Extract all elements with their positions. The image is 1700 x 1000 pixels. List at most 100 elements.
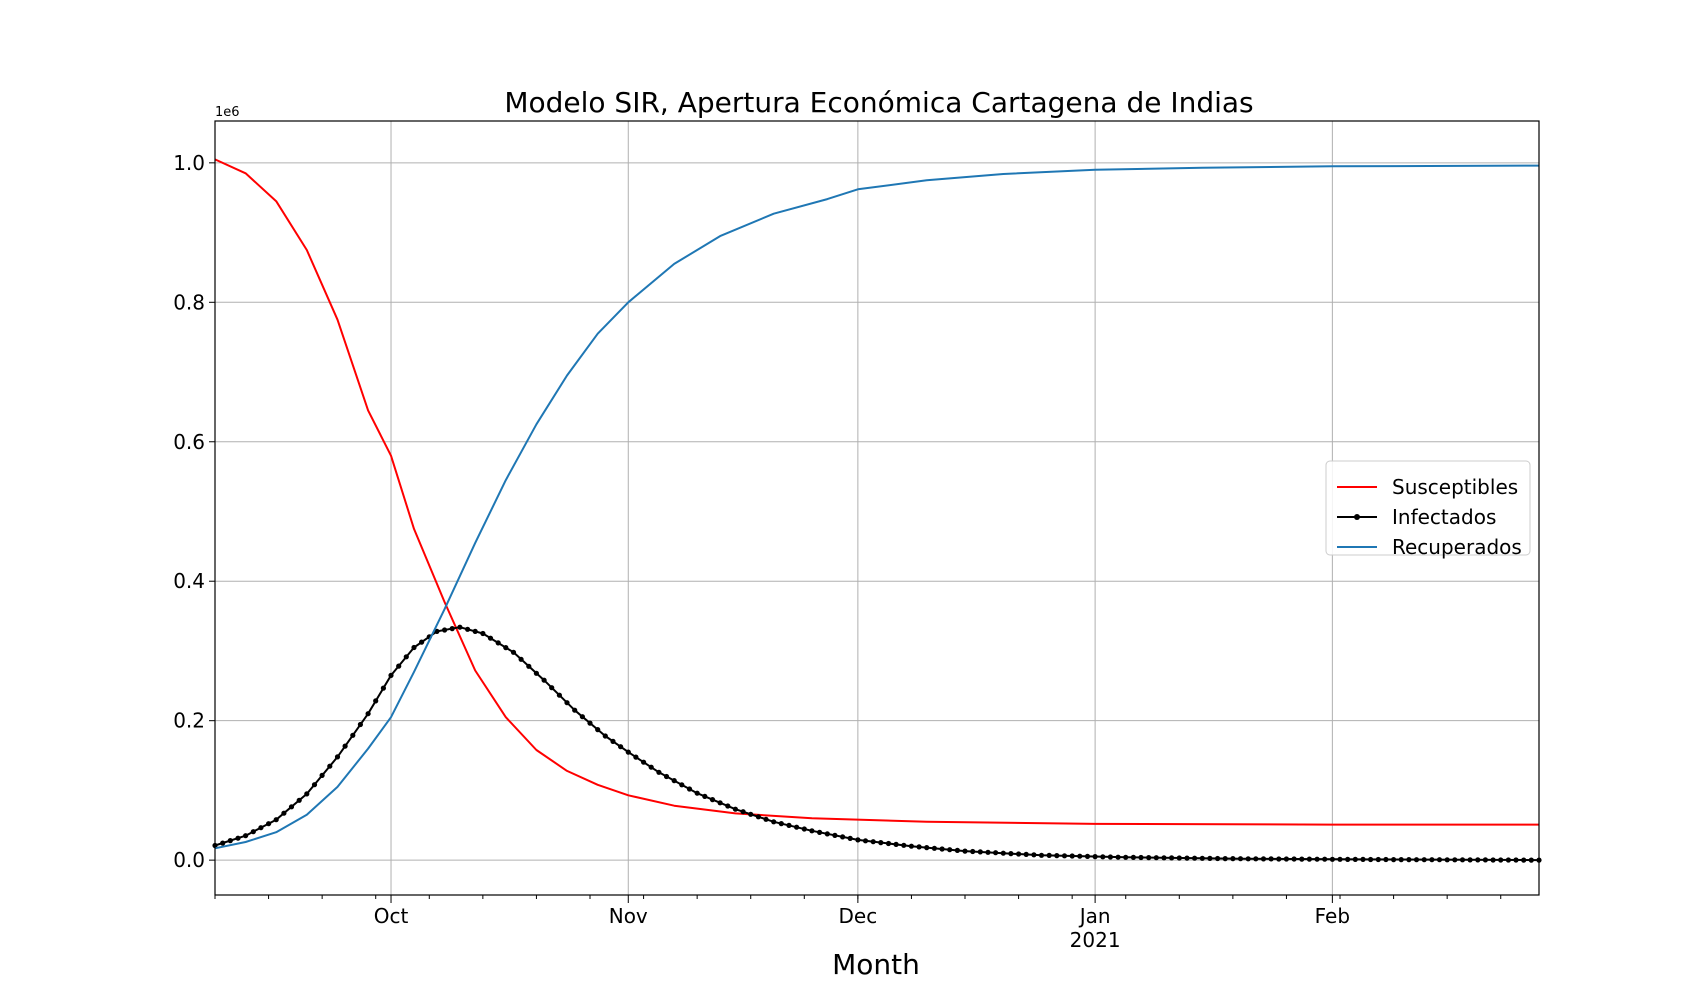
- data-point: [296, 797, 302, 803]
- data-point: [855, 837, 861, 843]
- data-point: [847, 835, 853, 842]
- data-point: [243, 833, 249, 839]
- data-point: [556, 692, 563, 698]
- data-point: [503, 645, 509, 651]
- data-point: [732, 806, 739, 812]
- data-point: [1452, 857, 1458, 863]
- data-point: [1031, 852, 1037, 858]
- data-point: [824, 831, 830, 837]
- data-point: [1467, 857, 1473, 863]
- data-point: [350, 732, 356, 738]
- data-point: [266, 821, 272, 827]
- legend: Susceptibles Infectados Recuperados: [1325, 460, 1531, 559]
- data-point: [763, 816, 769, 822]
- data-point: [671, 778, 677, 784]
- data-point: [495, 640, 501, 646]
- data-point: [288, 804, 295, 810]
- data-point: [977, 849, 983, 855]
- y-offset-label: 1e6: [215, 105, 240, 120]
- x-tick-label: Oct: [374, 904, 409, 928]
- data-point: [1184, 855, 1190, 861]
- data-point: [1436, 857, 1443, 863]
- data-point: [1107, 854, 1113, 860]
- data-point: [388, 672, 394, 679]
- legend-items: Susceptibles Infectados Recuperados: [1337, 475, 1522, 559]
- data-point: [1291, 856, 1297, 862]
- data-point: [526, 663, 532, 669]
- data-point: [227, 838, 233, 844]
- data-point: [1023, 851, 1029, 858]
- data-point: [709, 797, 716, 803]
- data-point: [1000, 850, 1006, 856]
- data-point: [250, 829, 256, 835]
- x-axis-label: Month: [832, 948, 920, 981]
- series-susceptibles: [214, 158, 1539, 826]
- data-point: [1490, 857, 1496, 863]
- series-line: [214, 158, 1539, 826]
- series-line: [214, 164, 1540, 850]
- data-point: [954, 847, 961, 854]
- y-tick-label: 1.0: [173, 151, 205, 175]
- data-point: [1505, 857, 1511, 863]
- data-point: [273, 817, 279, 823]
- legend-frame: [1325, 460, 1531, 556]
- data-point: [541, 677, 547, 683]
- y-tick-label: 0.4: [173, 569, 205, 593]
- data-point: [1322, 856, 1328, 862]
- series-infectados: [212, 624, 1542, 863]
- data-point: [1329, 856, 1335, 862]
- data-point: [656, 769, 662, 775]
- y-tick-label: 0.2: [173, 709, 205, 733]
- data-point: [380, 685, 386, 691]
- data-point: [725, 803, 731, 809]
- data-point: [304, 791, 310, 797]
- x-tick-label: Dec: [839, 904, 878, 928]
- data-point: [686, 786, 693, 792]
- data-point: [985, 849, 991, 855]
- data-point: [373, 698, 379, 704]
- data-point: [572, 707, 578, 713]
- data-point: [908, 843, 915, 849]
- data-point: [1283, 856, 1289, 862]
- data-point: [595, 727, 601, 733]
- data-point: [1061, 853, 1068, 859]
- data-point: [939, 846, 945, 852]
- data-point: [663, 773, 670, 780]
- data-point: [258, 825, 264, 831]
- data-point: [625, 749, 631, 755]
- data-point: [870, 839, 876, 845]
- data-point: [862, 838, 869, 844]
- x-tick-label: Jan: [1078, 904, 1111, 928]
- data-point: [1038, 852, 1045, 858]
- data-point: [434, 628, 440, 635]
- data-point: [1192, 855, 1198, 861]
- data-point: [465, 626, 471, 632]
- data-point: [1153, 855, 1159, 861]
- legend-label: Recuperados: [1392, 535, 1522, 559]
- data-point: [480, 630, 486, 637]
- data-point: [755, 814, 762, 820]
- data-point: [1230, 856, 1236, 862]
- data-point: [778, 821, 784, 827]
- data-point: [748, 811, 754, 817]
- y-tick-label: 0.6: [173, 430, 205, 454]
- data-point: [1421, 857, 1427, 863]
- data-point: [327, 763, 333, 769]
- data-point: [1413, 857, 1420, 863]
- series-layer: [212, 158, 1542, 863]
- data-point: [220, 840, 226, 846]
- chart-title: Modelo SIR, Apertura Económica Cartagena…: [504, 86, 1253, 119]
- data-point: [281, 810, 287, 816]
- data-point: [1383, 856, 1389, 863]
- data-point: [1375, 856, 1381, 863]
- data-point: [1138, 854, 1144, 861]
- data-point: [1222, 856, 1228, 862]
- data-point: [533, 670, 540, 676]
- data-point: [1069, 853, 1075, 859]
- data-point: [1337, 856, 1343, 862]
- x-tick-label: Nov: [609, 904, 648, 928]
- data-point: [1306, 856, 1312, 862]
- data-point: [411, 644, 417, 651]
